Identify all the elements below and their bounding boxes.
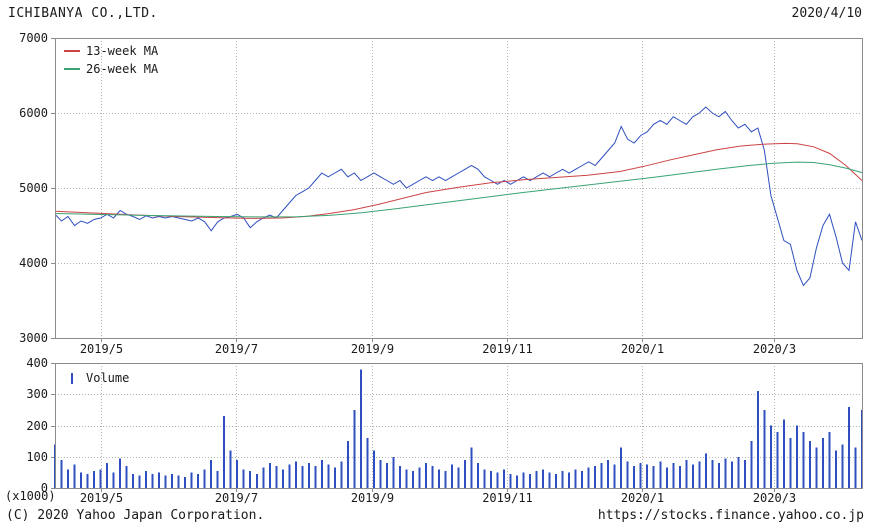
volume-plot: 0 100 200 300 400 2019/5 2019/7 2019/9 2019/11 20… [26, 356, 863, 505]
legend-item-volume: Volume [64, 369, 129, 387]
series-13-week-ma [54, 142, 863, 219]
copyright-text: (C) 2020 Yahoo Japan Corporation. [6, 508, 265, 523]
legend-item-ma26: 26-week MA [64, 60, 158, 78]
ma13-legend-label: 13-week MA [86, 44, 159, 58]
volume-legend-label: Volume [86, 371, 130, 385]
svg-text:2020/1: 2020/1 [621, 342, 664, 356]
chart-date: 2020/4/10 [791, 6, 862, 21]
ma26-line-swatch [64, 68, 80, 70]
svg-text:2019/9: 2019/9 [351, 342, 394, 356]
chart-title: ICHIBANYA CO.,LTD. [8, 6, 158, 21]
ma13-line-swatch [64, 50, 80, 52]
volume-plot-border [55, 363, 863, 489]
price-plot: 3000 4000 5000 6000 7000 2019/5 2019/7 2019/9 20… [19, 31, 863, 356]
svg-text:2019/7: 2019/7 [215, 342, 258, 356]
svg-text:2019/5: 2019/5 [80, 342, 123, 356]
volume-legend: Volume [64, 369, 129, 387]
price-plot-border [55, 38, 863, 339]
legend-item-ma13: 13-week MA [64, 42, 158, 60]
svg-text:2019/11: 2019/11 [482, 342, 533, 356]
volume-bars [54, 369, 863, 489]
svg-text:2019/11: 2019/11 [482, 491, 533, 505]
series-26-week-ma [54, 161, 863, 218]
svg-text:200: 200 [26, 419, 48, 433]
volume-unit-label: (x1000) [5, 489, 56, 503]
svg-text:100: 100 [26, 450, 48, 464]
price-legend: 13-week MA 26-week MA [64, 42, 158, 78]
svg-text:6000: 6000 [19, 106, 48, 120]
volume-bar-swatch [71, 372, 73, 384]
series-close [54, 106, 863, 287]
svg-text:400: 400 [26, 356, 48, 370]
svg-text:300: 300 [26, 387, 48, 401]
svg-text:0: 0 [41, 481, 48, 495]
svg-text:2020/3: 2020/3 [753, 342, 796, 356]
svg-text:3000: 3000 [19, 331, 48, 345]
ma26-legend-label: 26-week MA [86, 62, 159, 76]
svg-text:2019/7: 2019/7 [215, 491, 258, 505]
svg-text:5000: 5000 [19, 181, 48, 195]
svg-text:4000: 4000 [19, 256, 48, 270]
source-url: https://stocks.finance.yahoo.co.jp [597, 508, 864, 523]
svg-text:2019/5: 2019/5 [80, 491, 123, 505]
svg-text:2020/3: 2020/3 [753, 491, 796, 505]
svg-text:7000: 7000 [19, 31, 48, 45]
svg-text:2019/9: 2019/9 [351, 491, 394, 505]
svg-text:2020/1: 2020/1 [621, 491, 664, 505]
